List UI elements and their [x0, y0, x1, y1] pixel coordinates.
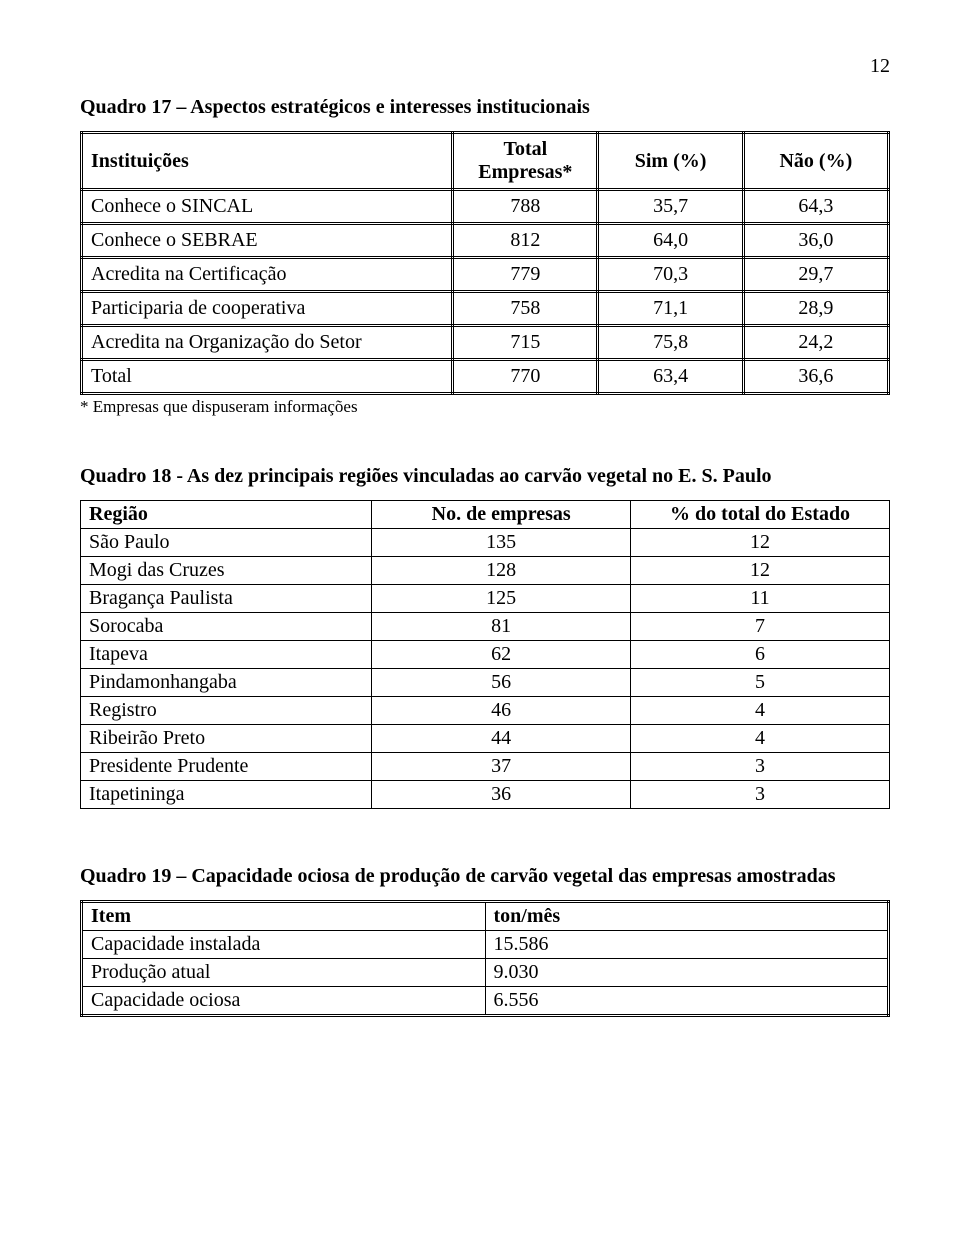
cell: 46: [372, 697, 631, 725]
table-row: Bragança Paulista12511: [81, 585, 890, 613]
cell: Itapeva: [81, 641, 372, 669]
col-header: Região: [81, 501, 372, 529]
table-header-row: Item ton/mês: [82, 902, 889, 931]
cell: 35,7: [598, 190, 743, 224]
cell: Conhece o SINCAL: [82, 190, 453, 224]
col-header: % do total do Estado: [631, 501, 890, 529]
table-header-row: Instituições Total Empresas* Sim (%) Não…: [82, 133, 889, 190]
cell: 5: [631, 669, 890, 697]
cell: 75,8: [598, 326, 743, 360]
cell: 12: [631, 557, 890, 585]
table-header-row: Região No. de empresas % do total do Est…: [81, 501, 890, 529]
table-row: Capacidade instalada 15.586: [82, 931, 889, 959]
cell: 6: [631, 641, 890, 669]
quadro19-table: Item ton/mês Capacidade instalada 15.586…: [80, 900, 890, 1017]
cell: 812: [453, 224, 598, 258]
cell: 28,9: [743, 292, 888, 326]
quadro18-table: Região No. de empresas % do total do Est…: [80, 500, 890, 809]
cell: 788: [453, 190, 598, 224]
table-row: Conhece o SINCAL 788 35,7 64,3: [82, 190, 889, 224]
cell: 15.586: [485, 931, 889, 959]
col-header: Item: [82, 902, 486, 931]
table-row: Capacidade ociosa 6.556: [82, 987, 889, 1016]
cell: 62: [372, 641, 631, 669]
col-header: Total Empresas*: [453, 133, 598, 190]
cell: 9.030: [485, 959, 889, 987]
cell: Total: [82, 360, 453, 394]
cell: Ribeirão Preto: [81, 725, 372, 753]
quadro17-footnote: * Empresas que dispuseram informações: [80, 397, 890, 417]
cell: 63,4: [598, 360, 743, 394]
quadro17-title: Quadro 17 – Aspectos estratégicos e inte…: [80, 96, 890, 119]
table-row: Presidente Prudente373: [81, 753, 890, 781]
cell: Acredita na Certificação: [82, 258, 453, 292]
page-number: 12: [80, 55, 890, 78]
table-row: Itapetininga363: [81, 781, 890, 809]
cell: Participaria de cooperativa: [82, 292, 453, 326]
cell: Acredita na Organização do Setor: [82, 326, 453, 360]
quadro18-title: Quadro 18 - As dez principais regiões vi…: [80, 465, 890, 488]
cell: 56: [372, 669, 631, 697]
table-row: Acredita na Organização do Setor 715 75,…: [82, 326, 889, 360]
quadro19-title: Quadro 19 – Capacidade ociosa de produçã…: [80, 865, 890, 888]
col-header: Sim (%): [598, 133, 743, 190]
table-row: Participaria de cooperativa 758 71,1 28,…: [82, 292, 889, 326]
table-row: Mogi das Cruzes12812: [81, 557, 890, 585]
cell: Produção atual: [82, 959, 486, 987]
table-row: Ribeirão Preto444: [81, 725, 890, 753]
table-row: Sorocaba817: [81, 613, 890, 641]
cell: Capacidade ociosa: [82, 987, 486, 1016]
cell: Sorocaba: [81, 613, 372, 641]
cell: 4: [631, 725, 890, 753]
cell: 44: [372, 725, 631, 753]
table-row: Pindamonhangaba565: [81, 669, 890, 697]
cell: Bragança Paulista: [81, 585, 372, 613]
cell: 770: [453, 360, 598, 394]
cell: 11: [631, 585, 890, 613]
cell: 758: [453, 292, 598, 326]
quadro17-table: Instituições Total Empresas* Sim (%) Não…: [80, 131, 890, 395]
cell: 3: [631, 753, 890, 781]
table-row: Total 770 63,4 36,6: [82, 360, 889, 394]
cell: Mogi das Cruzes: [81, 557, 372, 585]
cell: 3: [631, 781, 890, 809]
cell: Pindamonhangaba: [81, 669, 372, 697]
cell: Conhece o SEBRAE: [82, 224, 453, 258]
cell: 71,1: [598, 292, 743, 326]
cell: 779: [453, 258, 598, 292]
col-header: Não (%): [743, 133, 888, 190]
cell: Capacidade instalada: [82, 931, 486, 959]
table-row: Conhece o SEBRAE 812 64,0 36,0: [82, 224, 889, 258]
col-header: No. de empresas: [372, 501, 631, 529]
cell: 36: [372, 781, 631, 809]
cell: 64,0: [598, 224, 743, 258]
cell: 81: [372, 613, 631, 641]
cell: São Paulo: [81, 529, 372, 557]
table-row: Itapeva626: [81, 641, 890, 669]
cell: 715: [453, 326, 598, 360]
table-row: Registro464: [81, 697, 890, 725]
cell: 125: [372, 585, 631, 613]
table-row: Acredita na Certificação 779 70,3 29,7: [82, 258, 889, 292]
cell: 128: [372, 557, 631, 585]
cell: 36,0: [743, 224, 888, 258]
cell: 7: [631, 613, 890, 641]
cell: 36,6: [743, 360, 888, 394]
cell: 70,3: [598, 258, 743, 292]
cell: Registro: [81, 697, 372, 725]
cell: 12: [631, 529, 890, 557]
cell: 4: [631, 697, 890, 725]
col-header: Instituições: [82, 133, 453, 190]
table-row: Produção atual 9.030: [82, 959, 889, 987]
cell: 64,3: [743, 190, 888, 224]
cell: 29,7: [743, 258, 888, 292]
table-row: São Paulo13512: [81, 529, 890, 557]
cell: Presidente Prudente: [81, 753, 372, 781]
cell: 24,2: [743, 326, 888, 360]
cell: Itapetininga: [81, 781, 372, 809]
cell: 135: [372, 529, 631, 557]
cell: 6.556: [485, 987, 889, 1016]
cell: 37: [372, 753, 631, 781]
col-header: ton/mês: [485, 902, 889, 931]
